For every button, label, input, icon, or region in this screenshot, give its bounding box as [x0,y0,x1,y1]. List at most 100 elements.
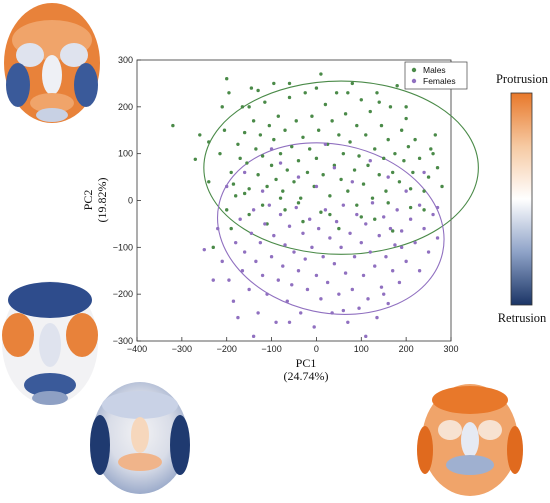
point-males [390,229,395,233]
point-males [399,128,404,132]
point-males [402,158,406,163]
point-females [269,147,274,151]
point-females [334,219,339,224]
point-females [296,175,301,179]
point-males [193,157,198,161]
point-females [314,184,319,189]
point-males [382,156,386,161]
point-males [341,151,346,156]
point-males [238,156,242,161]
point-females [303,257,307,261]
y-tick-label: −300 [113,336,133,346]
point-females [256,311,260,315]
point-females [417,203,422,207]
confidence-ellipse-females [216,142,445,315]
point-females [366,297,370,301]
x-tick-label: 300 [443,344,458,354]
point-females [323,208,328,212]
point-females [337,292,341,296]
point-females [233,240,238,245]
point-females [341,203,346,207]
point-males [411,170,415,175]
point-males [263,100,267,104]
point-females [254,259,258,264]
point-males [319,210,323,214]
point-females [346,320,350,324]
point-males [229,226,233,231]
point-males [287,95,292,100]
point-males [364,133,368,137]
point-females [413,240,417,245]
point-females [361,273,366,278]
point-females [247,287,251,292]
point-females [417,269,422,273]
point-females [382,292,386,296]
confidence-ellipses [203,80,479,315]
point-males [218,151,222,156]
legend-label-males: Males [423,65,446,75]
point-females [225,184,229,189]
point-males [348,140,352,144]
point-females [323,142,328,146]
point-males [171,123,175,128]
point-females [242,250,247,254]
point-males [330,119,334,123]
point-females [343,271,348,275]
point-females [357,306,361,310]
point-females [395,208,399,212]
point-males [393,151,397,156]
point-males [429,147,433,151]
y-tick-label: 200 [118,102,133,112]
point-males [357,154,361,158]
point-females [281,264,285,268]
point-males [258,133,263,137]
point-females [386,175,390,179]
point-females [332,166,337,170]
point-females [310,245,314,250]
point-males [337,226,341,231]
point-males [236,142,240,146]
point-males [321,173,325,177]
legend-marker-females [411,78,417,84]
point-males [343,112,348,116]
point-females [426,250,431,254]
colorbar: Protrusion Retrusion [496,72,549,325]
point-males [198,133,202,137]
point-males [334,91,339,95]
point-males [386,201,390,205]
point-males [379,123,384,128]
point-males [377,100,381,104]
point-females [276,278,280,282]
point-males [276,114,280,118]
point-females [319,297,323,301]
point-males [408,205,413,210]
point-males [373,147,377,151]
point-females [238,217,242,221]
y-tick-label: 300 [118,55,133,65]
y-tick-label: −100 [113,242,133,252]
point-males [242,130,247,135]
point-males [247,105,251,109]
point-males [316,128,321,132]
data-points [171,72,444,339]
point-males [308,147,312,151]
point-males [355,123,359,128]
point-females [314,273,319,278]
point-females [267,203,272,207]
point-females [435,205,440,210]
point-males [292,180,296,184]
point-females [296,269,301,273]
point-females [370,201,375,205]
x-tick-label: −400 [127,344,147,354]
x-tick-label: −200 [217,344,237,354]
point-males [283,128,287,132]
point-females [283,243,287,247]
point-males [272,137,276,142]
legend: Males Females [404,61,468,90]
plot-frame [136,59,452,342]
point-males [355,203,359,207]
point-males [251,119,256,123]
point-males [370,196,375,200]
point-males [406,144,411,149]
